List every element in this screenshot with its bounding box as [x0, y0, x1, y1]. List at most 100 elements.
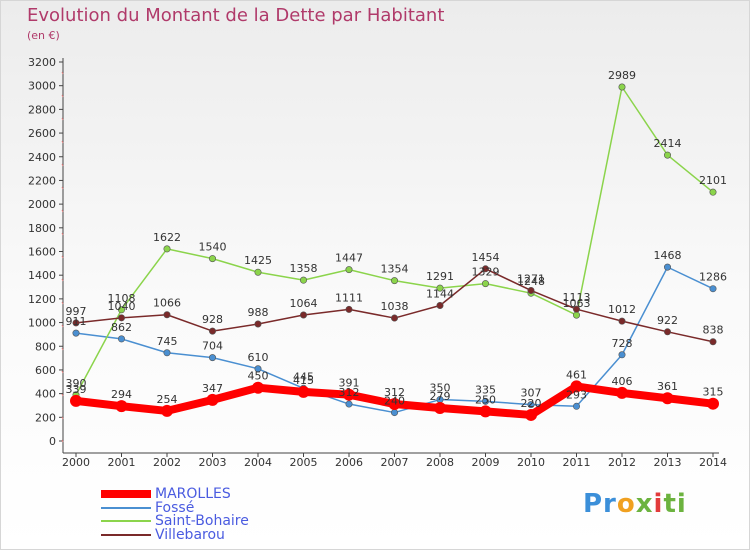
data-point-foss — [527, 401, 535, 409]
data-label-foss: 610 — [248, 351, 269, 364]
axis-dot-mark — [61, 209, 64, 213]
data-label-foss: 312 — [339, 386, 360, 399]
data-point-marolles — [206, 393, 219, 406]
data-point-marolles — [479, 405, 492, 418]
y-tick-label: 2800 — [28, 103, 56, 116]
data-label-villebarou: 1111 — [335, 291, 363, 304]
data-label-saint-bohaire: 2101 — [699, 174, 727, 187]
data-point-villebarou — [709, 338, 717, 346]
y-tick-label: 3200 — [28, 56, 56, 69]
data-label-saint-bohaire: 1248 — [517, 275, 545, 288]
data-label-saint-bohaire: 1358 — [290, 262, 318, 275]
data-label-villebarou: 1038 — [381, 300, 409, 313]
data-point-marolles — [297, 385, 310, 398]
y-tick-label: 800 — [35, 340, 56, 353]
data-point-villebarou — [345, 305, 353, 313]
y-tick-label: 2000 — [28, 198, 56, 211]
x-tick-label: 2010 — [517, 456, 545, 469]
legend-swatch — [101, 533, 151, 536]
data-point-saint-bohaire — [481, 280, 489, 288]
data-point-marolles — [525, 408, 537, 421]
data-label-marolles: 250 — [475, 393, 496, 406]
x-tick-label: 2005 — [290, 456, 318, 469]
y-tick-label: 1200 — [28, 293, 56, 306]
data-point-saint-bohaire — [436, 284, 444, 292]
y-tick-label: 200 — [35, 411, 56, 424]
data-point-villebarou — [163, 311, 171, 319]
x-tick-label: 2006 — [335, 456, 363, 469]
data-label-marolles: 254 — [157, 393, 178, 406]
x-tick-label: 2004 — [244, 456, 272, 469]
data-point-foss — [209, 354, 217, 362]
data-label-marolles: 315 — [703, 386, 724, 399]
data-label-foss: 1468 — [654, 249, 682, 262]
data-label-saint-bohaire: 1108 — [108, 292, 136, 305]
data-point-foss — [72, 329, 80, 337]
data-label-villebarou: 1066 — [153, 297, 181, 310]
data-label-villebarou: 1144 — [426, 288, 454, 301]
data-point-saint-bohaire — [209, 255, 217, 263]
proxiti-logo: Proxiti — [583, 489, 687, 519]
data-label-foss: 445 — [293, 370, 314, 383]
data-label-villebarou: 997 — [66, 305, 87, 318]
data-label-saint-bohaire: 1063 — [563, 297, 591, 310]
data-point-villebarou — [481, 265, 489, 273]
legend-swatch — [101, 490, 151, 498]
data-point-villebarou — [209, 327, 217, 335]
data-label-marolles: 339 — [66, 383, 87, 396]
chart-title: Evolution du Montant de la Dette par Hab… — [27, 5, 445, 26]
data-label-saint-bohaire: 2989 — [608, 69, 636, 82]
axis-dot-mark — [61, 140, 64, 144]
data-label-villebarou: 928 — [202, 313, 223, 326]
data-label-foss: 911 — [66, 315, 87, 328]
data-point-foss — [345, 400, 353, 408]
data-point-villebarou — [618, 317, 626, 325]
axis-dot-mark — [61, 301, 64, 305]
data-label-marolles: 347 — [202, 382, 223, 395]
data-label-marolles: 461 — [566, 368, 587, 381]
data-point-saint-bohaire — [663, 151, 671, 159]
data-label-villebarou: 1271 — [517, 272, 545, 285]
data-label-foss: 240 — [384, 395, 405, 408]
data-point-villebarou — [118, 314, 126, 322]
data-label-foss: 293 — [566, 388, 587, 401]
data-point-marolles — [388, 398, 401, 411]
data-point-foss — [572, 402, 580, 410]
data-point-marolles — [661, 392, 674, 405]
data-label-saint-bohaire: 1447 — [335, 252, 363, 265]
y-tick-label: 1400 — [28, 269, 56, 282]
y-tick-label: 2400 — [28, 151, 56, 164]
data-point-saint-bohaire — [163, 245, 171, 253]
data-label-saint-bohaire: 1425 — [244, 254, 272, 267]
data-point-marolles — [252, 381, 264, 394]
data-label-saint-bohaire: 2414 — [654, 137, 682, 150]
data-label-marolles: 391 — [339, 377, 360, 390]
data-label-marolles: 450 — [248, 370, 269, 383]
data-point-marolles — [434, 401, 446, 414]
data-label-villebarou: 1012 — [608, 303, 636, 316]
data-label-villebarou: 838 — [703, 324, 724, 337]
data-point-foss — [163, 349, 171, 357]
y-tick-label: 3000 — [28, 80, 56, 93]
y-tick-label: 400 — [35, 388, 56, 401]
data-point-foss — [663, 263, 671, 271]
data-label-marolles: 279 — [430, 390, 451, 403]
data-label-villebarou: 1454 — [472, 251, 500, 264]
data-label-villebarou: 1040 — [108, 300, 136, 313]
chart-unit-label: (en €) — [27, 29, 60, 42]
data-point-saint-bohaire — [390, 277, 398, 285]
data-point-saint-bohaire — [618, 83, 626, 91]
data-label-foss: 745 — [157, 335, 178, 348]
x-tick-label: 2014 — [699, 456, 727, 469]
data-point-marolles — [343, 388, 355, 401]
data-point-foss — [709, 285, 717, 293]
data-label-marolles: 312 — [384, 386, 405, 399]
axis-dot-mark — [61, 255, 64, 259]
x-tick-label: 2013 — [654, 456, 682, 469]
legend-label: Villebarou — [155, 526, 225, 543]
axis-dot-mark — [61, 163, 64, 167]
data-label-saint-bohaire: 1622 — [153, 231, 181, 244]
data-point-villebarou — [663, 328, 671, 336]
